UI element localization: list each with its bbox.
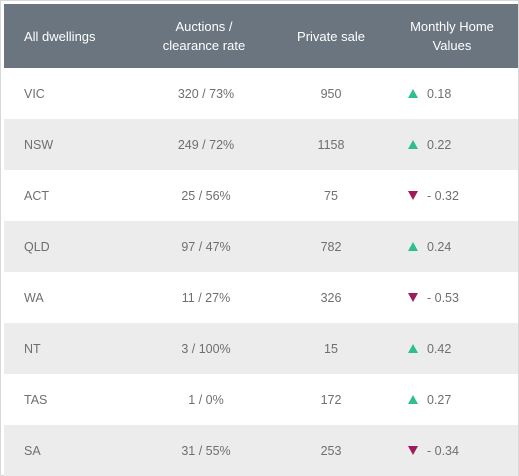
home-value-change: - 0.53 [427, 290, 459, 305]
header-auctions: Auctions / clearance rate [134, 4, 274, 68]
home-value-change: - 0.34 [427, 443, 459, 458]
header-all-dwellings-label: All dwellings [24, 28, 96, 44]
auctions-cell: 249 / 72% [177, 137, 235, 152]
home-value-change: 0.24 [427, 239, 452, 254]
home-value-change: 0.42 [427, 341, 452, 356]
header-auctions-line2: clearance rate [162, 38, 246, 53]
home-value-cell: 0.24 [408, 221, 518, 272]
state-cell: WA [24, 290, 44, 305]
private-sale-cell: 75 [324, 188, 338, 203]
home-value-change: 0.27 [427, 392, 452, 407]
state-cell: NT [24, 341, 41, 356]
state-cell: VIC [24, 86, 45, 101]
home-value-change: 0.18 [427, 86, 452, 101]
table-row: QLD 97 / 47% 782 0.24 [4, 221, 518, 272]
table-row: ACT 25 / 56% 75 - 0.32 [4, 170, 518, 221]
private-sale-cell: 1158 [317, 137, 345, 152]
header-private-sale: Private sale [260, 4, 402, 68]
home-value-cell: - 0.53 [408, 272, 518, 323]
home-value-cell: - 0.32 [408, 170, 518, 221]
state-cell: TAS [24, 392, 48, 407]
home-value-change: 0.22 [427, 137, 452, 152]
triangle-up-icon [408, 140, 418, 149]
home-value-cell: - 0.34 [408, 425, 518, 476]
private-sale-cell: 172 [320, 392, 342, 407]
header-monthly-home-values: Monthly Home Values [387, 4, 517, 68]
auctions-cell: 31 / 55% [181, 443, 231, 458]
private-sale-cell: 950 [320, 86, 342, 101]
triangle-up-icon [408, 395, 418, 404]
home-value-change: - 0.32 [427, 188, 459, 203]
header-auctions-line1: Auctions / [175, 19, 233, 34]
header-all-dwellings: All dwellings [24, 4, 164, 68]
state-cell: QLD [24, 239, 50, 254]
table-header: All dwellings Auctions / clearance rate … [4, 4, 518, 68]
triangle-up-icon [408, 242, 418, 251]
triangle-up-icon [408, 89, 418, 98]
state-cell: ACT [24, 188, 49, 203]
home-value-cell: 0.22 [408, 119, 518, 170]
table-row: WA 11 / 27% 326 - 0.53 [4, 272, 518, 323]
table-row: NSW 249 / 72% 1158 0.22 [4, 119, 518, 170]
header-monthly-line2: Values [432, 38, 472, 53]
home-value-cell: 0.18 [408, 68, 518, 119]
private-sale-cell: 253 [320, 443, 342, 458]
home-value-cell: 0.42 [408, 323, 518, 374]
auctions-cell: 97 / 47% [181, 239, 231, 254]
private-sale-cell: 15 [324, 341, 338, 356]
private-sale-cell: 782 [320, 239, 342, 254]
triangle-down-icon [408, 293, 418, 302]
state-cell: SA [24, 443, 41, 458]
table-row: TAS 1 / 0% 172 0.27 [4, 374, 518, 425]
auctions-cell: 25 / 56% [181, 188, 231, 203]
triangle-up-icon [408, 344, 418, 353]
header-private-sale-label: Private sale [297, 28, 365, 44]
private-sale-cell: 326 [320, 290, 342, 305]
auctions-cell: 3 / 100% [181, 341, 231, 356]
triangle-down-icon [408, 446, 418, 455]
auctions-cell: 1 / 0% [188, 392, 224, 407]
table-body: VIC 320 / 73% 950 0.18 NSW 249 / 72% 115… [4, 68, 518, 476]
table-row: SA 31 / 55% 253 - 0.34 [4, 425, 518, 476]
table-row: NT 3 / 100% 15 0.42 [4, 323, 518, 374]
auctions-cell: 320 / 73% [177, 86, 235, 101]
state-cell: NSW [24, 137, 54, 152]
table-row: VIC 320 / 73% 950 0.18 [4, 68, 518, 119]
header-monthly-line1: Monthly Home [410, 19, 494, 34]
home-value-cell: 0.27 [408, 374, 518, 425]
auctions-cell: 11 / 27% [181, 290, 231, 305]
triangle-down-icon [408, 191, 418, 200]
